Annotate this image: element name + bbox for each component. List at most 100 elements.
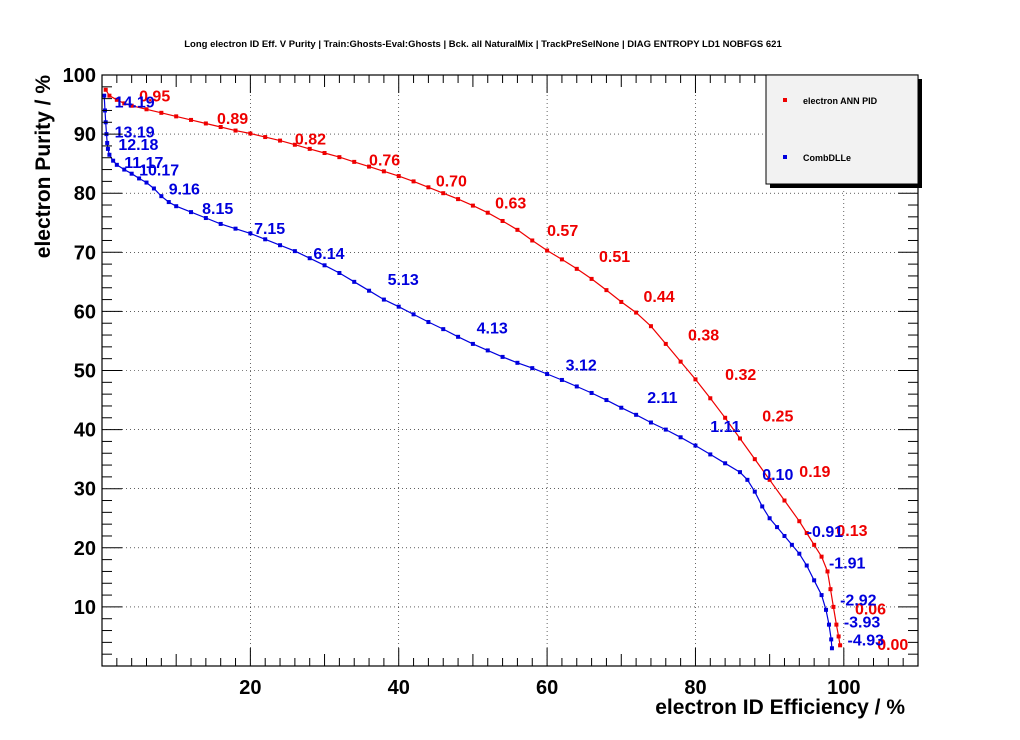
data-point-dll <box>723 461 728 466</box>
data-point-dll <box>322 263 327 268</box>
data-point-ann <box>456 197 461 202</box>
point-label-dll: -4.93 <box>848 632 885 649</box>
x-axis-title: electron ID Efficiency / % <box>655 696 905 719</box>
data-point-ann <box>114 97 119 102</box>
point-label-dll: 0.10 <box>762 467 793 484</box>
data-point-dll <box>826 622 831 627</box>
y-tick-label: 60 <box>74 301 96 323</box>
data-point-ann <box>278 138 283 143</box>
data-point-dll <box>745 477 750 482</box>
x-tick-label: 40 <box>388 677 410 699</box>
data-point-dll <box>782 533 787 538</box>
data-point-dll <box>775 525 780 530</box>
data-point-dll <box>708 452 713 457</box>
axis-ticks: 20 40 60 80 100 10 20 30 40 50 60 70 80 90 100 <box>63 65 919 699</box>
data-point-ann <box>574 266 579 271</box>
data-point-dll <box>559 377 564 382</box>
data-point-dll <box>485 348 490 353</box>
data-point-ann <box>604 288 609 293</box>
data-point-ann <box>367 164 372 169</box>
y-tick-label: 20 <box>74 538 96 560</box>
y-tick-label: 30 <box>74 479 96 501</box>
data-point-dll <box>589 390 594 395</box>
point-labels: 0.95 0.89 0.82 0.76 0.70 0.63 0.57 0.51 0.44 0.38… <box>115 89 909 654</box>
data-point-ann <box>381 169 386 174</box>
data-point-dll <box>352 279 357 284</box>
data-point-dll <box>470 341 475 346</box>
data-point-dll <box>804 563 809 568</box>
series-line-dll <box>103 95 833 649</box>
data-point-ann <box>828 587 833 592</box>
y-tick-label: 10 <box>74 597 96 619</box>
data-point-dll <box>812 578 817 583</box>
series-dll <box>102 93 834 651</box>
data-point-dll <box>737 470 742 475</box>
point-label-dll: 10.17 <box>139 162 179 179</box>
legend-label-dll: CombDLLe <box>803 153 851 163</box>
data-point-dll <box>789 542 794 547</box>
data-point-dll <box>426 320 431 325</box>
data-point-dll <box>218 221 223 226</box>
data-point-dll <box>411 312 416 317</box>
y-axis-title: electron Purity / % <box>32 75 55 259</box>
data-point-ann <box>396 174 401 179</box>
data-point-ann <box>107 93 112 98</box>
y-tick-label: 90 <box>74 124 96 146</box>
data-point-ann <box>248 131 253 136</box>
x-tick-label: 100 <box>827 677 860 699</box>
data-point-ann <box>337 155 342 160</box>
point-label-dll: 7.15 <box>254 221 285 238</box>
data-point-ann <box>782 498 787 503</box>
data-point-dll <box>500 354 505 359</box>
y-tick-label: 50 <box>74 361 96 383</box>
data-point-ann <box>411 179 416 184</box>
data-point-dll <box>137 176 142 181</box>
data-point-dll <box>545 372 550 377</box>
data-point-dll <box>248 231 253 236</box>
point-label-ann: 0.32 <box>725 367 756 384</box>
point-label-dll: -0.91 <box>807 524 844 541</box>
data-point-ann <box>203 121 208 126</box>
data-point-ann <box>634 310 639 315</box>
data-point-ann <box>122 101 127 106</box>
data-point-dll <box>129 171 134 176</box>
data-point-dll <box>337 270 342 275</box>
data-point-ann <box>352 159 357 164</box>
y-tick-label: 70 <box>74 242 96 264</box>
data-point-ann <box>693 377 698 382</box>
data-point-ann <box>441 191 446 196</box>
data-point-dll <box>663 427 668 432</box>
point-label-dll: 2.11 <box>647 390 677 407</box>
data-point-ann <box>678 359 683 364</box>
point-label-ann: 0.76 <box>369 152 400 169</box>
data-point-dll <box>151 186 156 191</box>
data-point-dll <box>381 297 386 302</box>
point-label-dll: -3.93 <box>844 615 881 632</box>
point-label-dll: -2.92 <box>840 593 877 610</box>
legend-box: electron ANN PID CombDLLe <box>765 74 922 188</box>
data-point-ann <box>263 135 268 140</box>
data-point-ann <box>723 415 728 420</box>
data-point-ann <box>103 87 108 92</box>
data-point-dll <box>166 200 171 205</box>
point-label-ann: 0.38 <box>688 327 719 344</box>
point-label-ann: 0.51 <box>599 249 630 266</box>
data-point-ann <box>218 125 223 130</box>
legend-marker-ann <box>783 98 787 102</box>
data-point-dll <box>105 146 110 151</box>
data-point-dll <box>829 646 834 651</box>
data-point-dll <box>233 226 238 231</box>
data-point-dll <box>767 516 772 521</box>
data-point-ann <box>559 257 564 262</box>
data-point-ann <box>812 542 817 547</box>
data-point-dll <box>797 551 802 556</box>
data-point-ann <box>233 128 238 133</box>
point-label-dll: 1.11 <box>710 419 740 436</box>
data-point-ann <box>144 107 149 112</box>
data-point-ann <box>752 457 757 462</box>
x-tick-label: 20 <box>239 677 261 699</box>
data-point-dll <box>122 167 127 172</box>
data-point-dll <box>678 435 683 440</box>
point-label-dll: 12.18 <box>118 137 158 154</box>
point-label-ann: 0.06 <box>855 602 886 619</box>
